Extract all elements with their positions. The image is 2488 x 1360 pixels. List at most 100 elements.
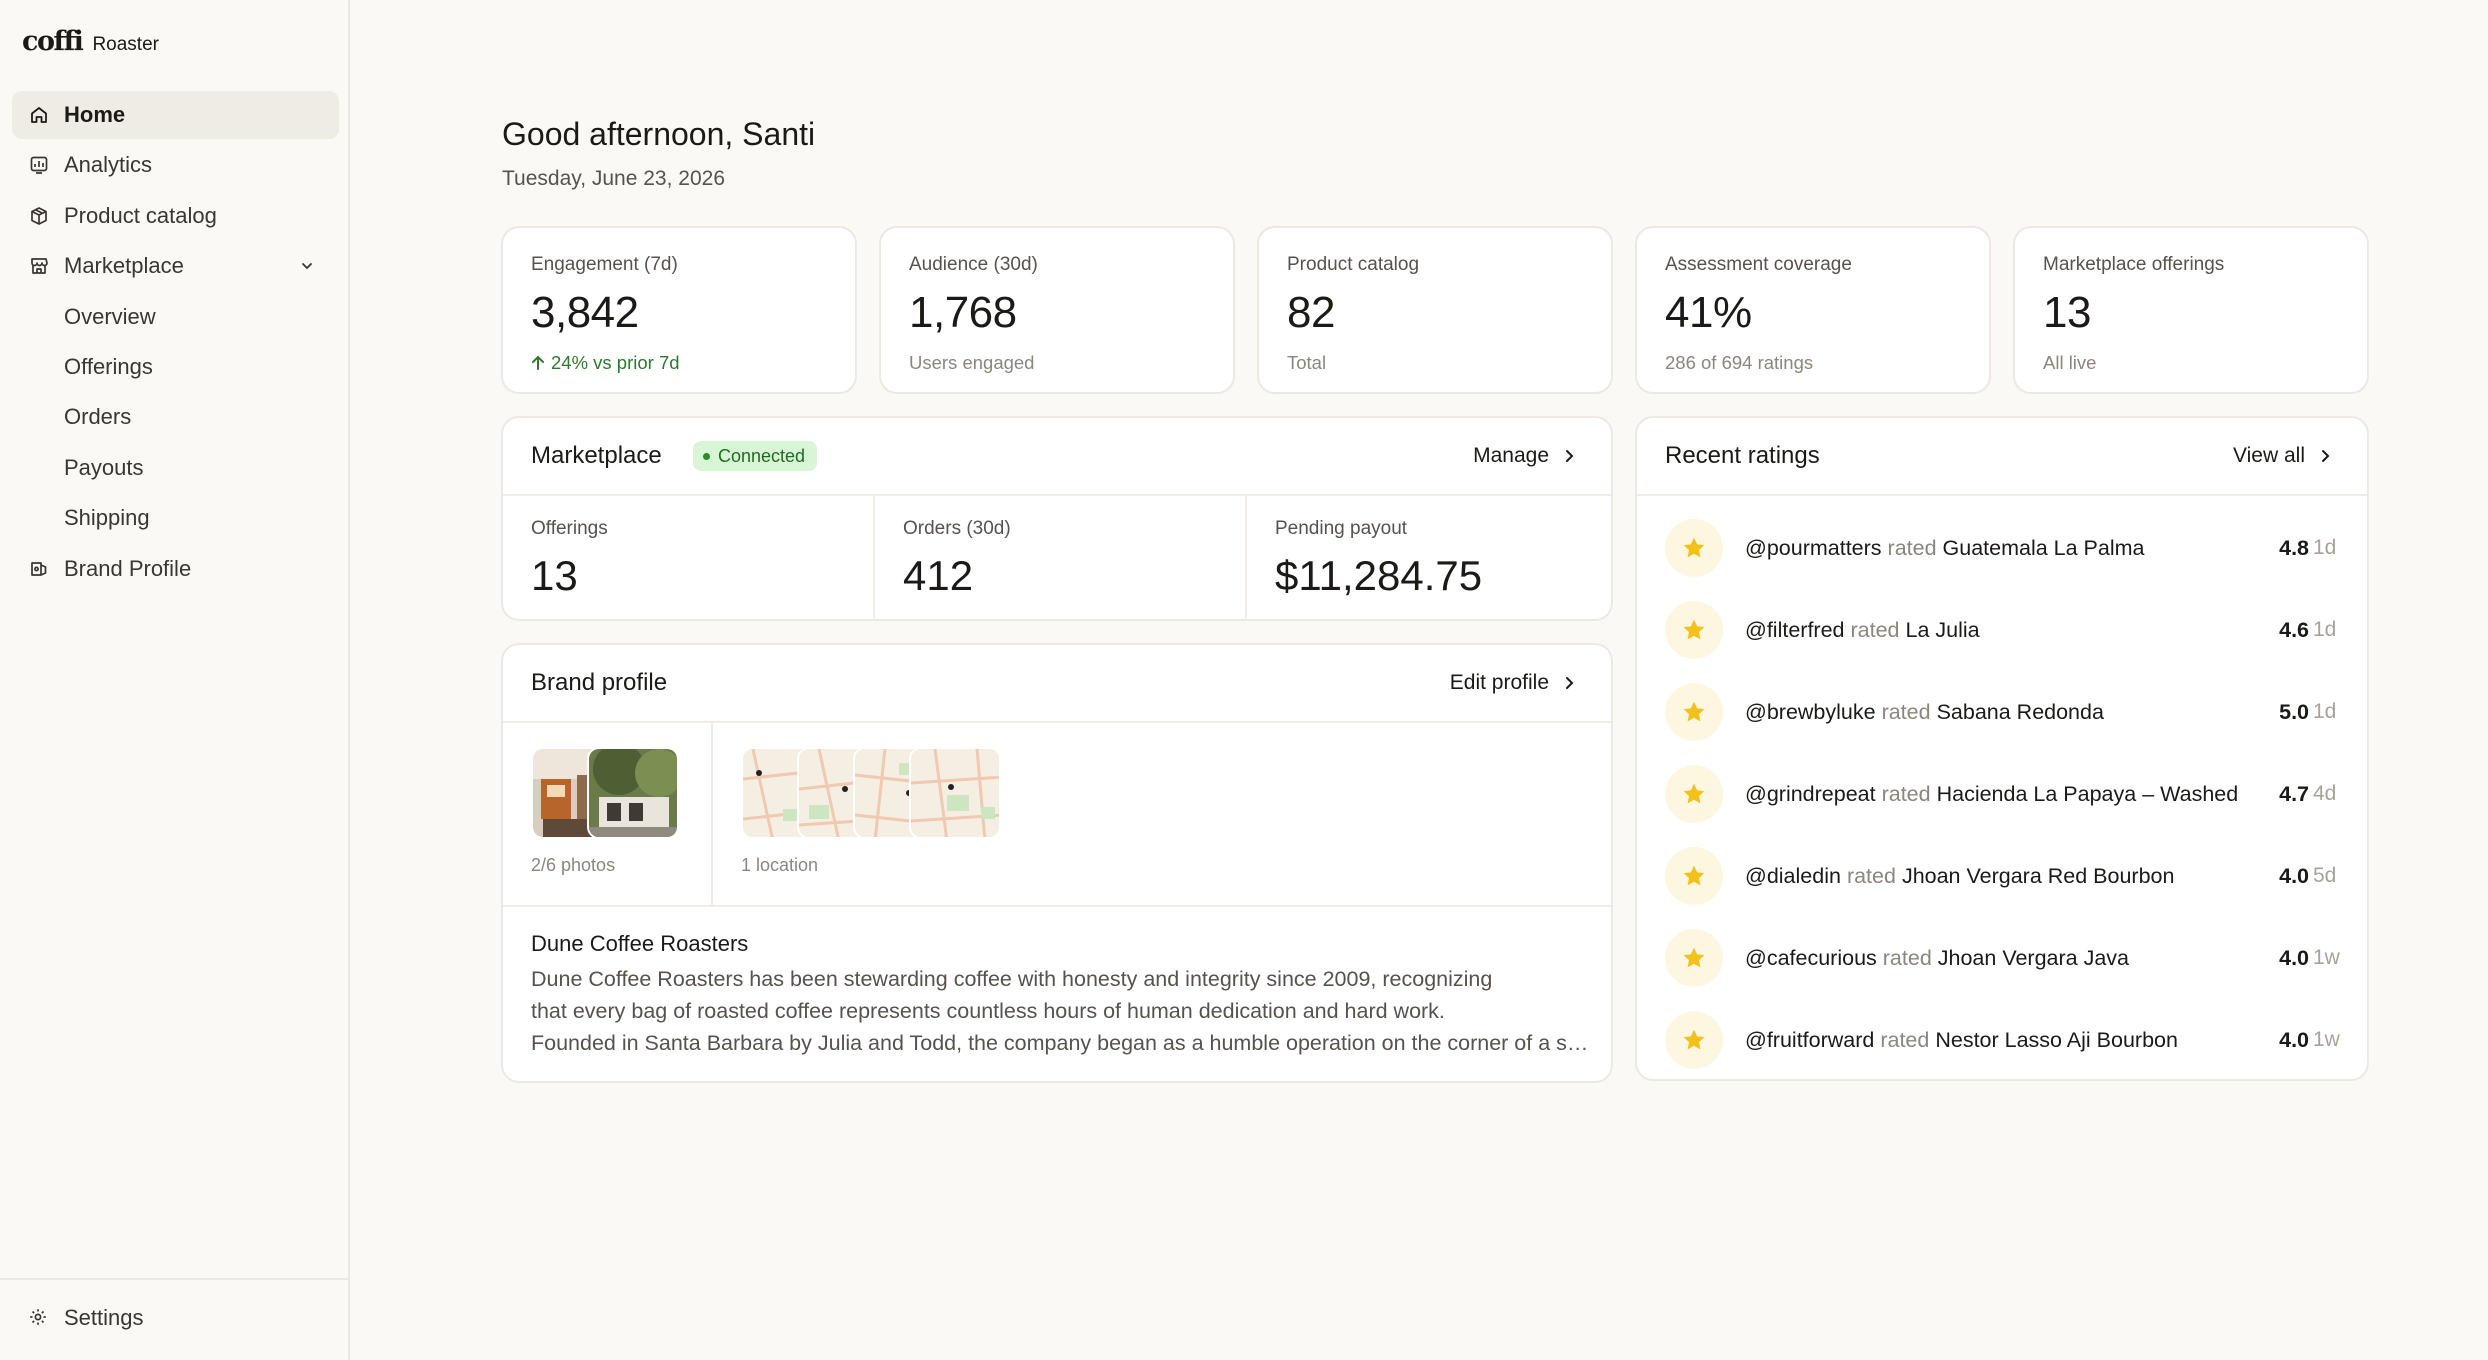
rating-verb: rated xyxy=(1881,699,1931,724)
sidebar-item-label: Payouts xyxy=(64,454,144,480)
brand-logo[interactable]: coffi Roaster xyxy=(22,26,159,57)
rating-row[interactable]: @filterfred rated La Julia 4.6 1d xyxy=(1665,600,2341,660)
rating-row[interactable]: @pourmatters rated Guatemala La Palma 4.8… xyxy=(1665,518,2341,578)
rating-product[interactable]: Jhoan Vergara Red Bourbon xyxy=(1901,863,2175,888)
divider xyxy=(711,723,713,905)
sidebar-item-settings[interactable]: Settings xyxy=(12,1294,339,1342)
rating-product[interactable]: Jhoan Vergara Java xyxy=(1937,945,2130,970)
brand-description-line: that every bag of roasted coffee represe… xyxy=(531,999,1445,1023)
rating-verb: rated xyxy=(1850,617,1900,642)
sidebar-item-payouts[interactable]: Payouts xyxy=(12,444,339,492)
rating-text: @pourmatters rated Guatemala La Palma xyxy=(1745,536,2245,561)
brand-wordmark: coffi xyxy=(22,26,84,57)
edit-profile-button[interactable]: Edit profile xyxy=(1450,671,1575,695)
sidebar-item-label: Brand Profile xyxy=(64,555,192,581)
stat-sub: Users engaged xyxy=(909,352,1035,373)
stat-label: Audience (30d) xyxy=(909,254,1038,275)
rating-age: 1d xyxy=(2313,618,2337,641)
metric-value: 412 xyxy=(903,552,974,599)
chevron-down-icon[interactable] xyxy=(297,256,317,276)
rating-row[interactable]: @dialedin rated Jhoan Vergara Red Bourbo… xyxy=(1665,846,2341,906)
stat-value: 3,842 xyxy=(531,288,639,337)
analytics-icon xyxy=(28,154,50,176)
location-maps[interactable] xyxy=(741,747,1011,839)
stat-label: Product catalog xyxy=(1287,254,1420,275)
metric-label: Orders (30d) xyxy=(903,518,1011,539)
sidebar-nav: Home Analytics Product catalog Marketpla… xyxy=(12,91,339,595)
home-icon xyxy=(28,104,50,126)
sidebar-item-overview[interactable]: Overview xyxy=(12,293,339,341)
stat-value: 13 xyxy=(2043,288,2091,337)
brand-description-line: Founded in Santa Barbara by Julia and To… xyxy=(531,1031,1591,1055)
brand-description-line: Dune Coffee Roasters has been stewarding… xyxy=(531,967,1493,991)
brand-name: Dune Coffee Roasters xyxy=(531,931,749,956)
rating-age: 4d xyxy=(2313,782,2337,805)
rating-user[interactable]: @grindrepeat xyxy=(1745,781,1876,806)
rating-product[interactable]: Sabana Redonda xyxy=(1936,699,2104,724)
sidebar-item-home[interactable]: Home xyxy=(12,91,339,139)
stat-card-product-catalog: Product catalog 82 Total xyxy=(1257,226,1613,394)
metric-pending-payout: Pending payout $11,284.75 xyxy=(1247,496,1611,620)
rating-user[interactable]: @dialedin xyxy=(1745,863,1841,888)
rating-user[interactable]: @brewbyluke xyxy=(1745,699,1876,724)
rating-age: 5d xyxy=(2313,864,2337,887)
divider xyxy=(503,494,1611,496)
rating-row[interactable]: @brewbyluke rated Sabana Redonda 5.0 1d xyxy=(1665,682,2341,742)
sidebar-item-orders[interactable]: Orders xyxy=(12,393,339,441)
star-icon xyxy=(1665,683,1723,741)
star-icon xyxy=(1665,519,1723,577)
metric-value: $11,284.75 xyxy=(1275,552,1483,599)
rating-product[interactable]: La Julia xyxy=(1905,617,1980,642)
sidebar-item-label: Analytics xyxy=(64,152,153,178)
rating-user[interactable]: @fruitforward xyxy=(1745,1027,1875,1052)
photo-thumbnail[interactable] xyxy=(587,747,679,839)
sidebar-item-label: Offerings xyxy=(64,353,153,379)
rating-user[interactable]: @pourmatters xyxy=(1745,535,1882,560)
manage-button-label: Manage xyxy=(1473,444,1549,467)
stat-sub: Total xyxy=(1287,352,1327,373)
metric-offerings: Offerings 13 xyxy=(503,496,873,620)
star-icon xyxy=(1665,847,1723,905)
rating-user[interactable]: @cafecurious xyxy=(1745,945,1877,970)
sidebar-item-offerings[interactable]: Offerings xyxy=(12,343,339,391)
stat-label: Assessment coverage xyxy=(1665,254,1852,275)
sidebar-item-marketplace[interactable]: Marketplace xyxy=(12,242,339,290)
sidebar-item-shipping[interactable]: Shipping xyxy=(12,494,339,542)
box-icon xyxy=(28,205,50,227)
photo-gallery[interactable] xyxy=(531,747,681,839)
rating-verb: rated xyxy=(1881,781,1931,806)
rating-row[interactable]: @cafecurious rated Jhoan Vergara Java 4.0… xyxy=(1665,928,2341,988)
status-badge: Connected xyxy=(693,441,818,471)
stat-trend-text: 24% vs prior 7d xyxy=(551,352,680,373)
sidebar-item-brand-profile[interactable]: Brand Profile xyxy=(12,545,339,593)
view-all-button[interactable]: View all xyxy=(2233,444,2331,468)
rating-product[interactable]: Guatemala La Palma xyxy=(1942,535,2145,560)
rating-verb: rated xyxy=(1882,945,1932,970)
rating-row[interactable]: @grindrepeat rated Hacienda La Papaya – … xyxy=(1665,764,2341,824)
rating-text: @filterfred rated La Julia xyxy=(1745,618,2245,643)
rating-user[interactable]: @filterfred xyxy=(1745,617,1845,642)
map-thumbnail[interactable] xyxy=(909,747,1001,839)
divider xyxy=(1245,496,1247,620)
rating-verb: rated xyxy=(1880,1027,1930,1052)
sidebar-item-product-catalog[interactable]: Product catalog xyxy=(12,192,339,240)
card-title: Marketplace xyxy=(531,442,662,469)
card-title: Brand profile xyxy=(531,669,668,696)
sidebar-item-label: Marketplace xyxy=(64,253,184,279)
rating-row[interactable]: @fruitforward rated Nestor Lasso Aji Bou… xyxy=(1665,1010,2341,1070)
metric-label: Pending payout xyxy=(1275,518,1408,539)
rating-score: 4.8 xyxy=(2279,535,2309,560)
manage-button[interactable]: Manage xyxy=(1473,444,1575,468)
rating-product[interactable]: Hacienda La Papaya – Washed xyxy=(1936,781,2239,806)
arrow-up-icon xyxy=(532,355,544,370)
star-icon xyxy=(1665,929,1723,987)
recent-ratings-card: Recent ratings View all @pourmatters rat… xyxy=(1635,416,2369,1081)
rating-score: 4.6 xyxy=(2279,617,2309,642)
status-dot xyxy=(703,452,710,460)
rating-verb: rated xyxy=(1846,863,1896,888)
page-title: Good afternoon, Santi xyxy=(502,116,816,152)
rating-product[interactable]: Nestor Lasso Aji Bourbon xyxy=(1935,1027,2178,1052)
sidebar-item-analytics[interactable]: Analytics xyxy=(12,141,339,189)
brand-subtitle: Roaster xyxy=(92,34,159,55)
rating-age: 1w xyxy=(2313,946,2340,969)
